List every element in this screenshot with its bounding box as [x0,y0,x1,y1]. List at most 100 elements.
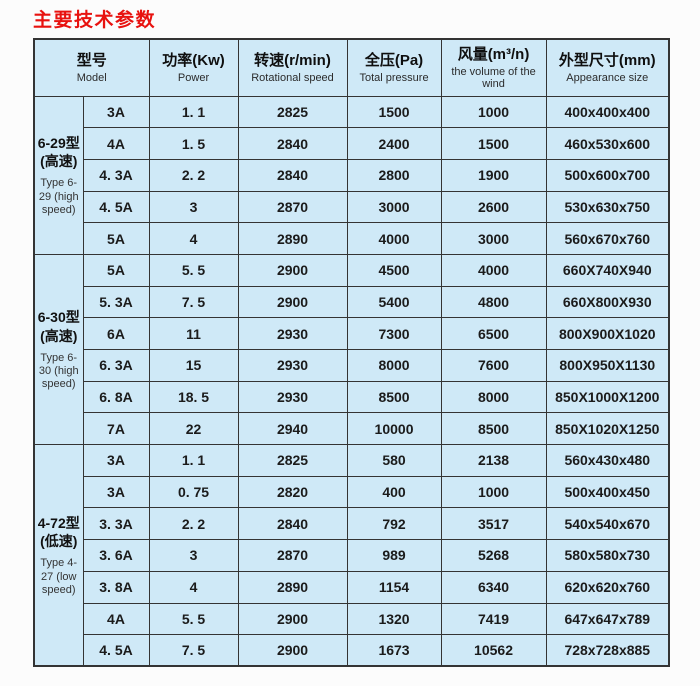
cell-model: 3A [82,475,150,509]
table-body: 6-29型 (高速) Type 6-29 (high speed) 3A 1. 1 28… [33,95,670,667]
table-row: 6. 8A 18. 5 2930 8500 8000 850X1000X1200 [34,380,670,414]
group-label-en: Type 4-27 (low speed) [40,557,78,596]
cell-pressure: 4000 [346,222,442,255]
cell-power: 2. 2 [148,158,239,192]
cell-model: 5A [82,253,150,287]
cell-size: 560x430x480 [545,444,670,477]
cell-model: 3A [82,444,150,477]
header-size-zh: 外型尺寸(mm) [558,51,656,69]
cell-size: 580x580x730 [545,539,670,572]
cell-power: 1. 5 [148,127,239,160]
header-speed: 转速(r/min) Rotational speed [237,38,348,97]
header-volume-en: the volume of the wind [451,65,536,90]
cell-pressure: 580 [346,444,442,477]
cell-power: 2. 2 [148,507,239,541]
cell-power: 22 [148,412,239,446]
cell-volume: 7419 [440,602,547,636]
header-pressure-en: Total pressure [359,71,429,84]
cell-model: 7A [82,412,150,446]
cell-pressure: 2400 [346,127,442,160]
cell-model: 3A [82,95,150,129]
header-volume-zh: 风量(m³/n) [457,45,530,63]
cell-pressure: 1154 [346,570,442,604]
cell-speed: 2825 [237,95,348,129]
cell-power: 5. 5 [148,602,239,636]
cell-size: 540x540x670 [545,507,670,541]
header-size-en: Appearance size [566,71,649,84]
cell-speed: 2840 [237,158,348,192]
cell-model: 3. 8A [82,570,150,604]
table-row: 3A 0. 75 2820 400 1000 500x400x450 [34,475,670,509]
group-label-zh: 4-72型 (低速) [37,514,80,550]
cell-power: 1. 1 [148,95,239,129]
cell-speed: 2900 [237,634,348,667]
table-row: 6-30型 (高速) Type 6-30 (high speed) 5A 5. 5 29… [33,253,670,446]
cell-model: 4. 5A [82,190,150,224]
cell-model: 5. 3A [82,285,150,319]
header-pressure: 全压(Pa) Total pressure [346,38,442,97]
cell-pressure: 1320 [346,602,442,636]
header-power: 功率(Kw) Power [148,38,239,97]
cell-volume: 4800 [440,285,547,319]
header-row: 型号 Model 功率(Kw) Power 转速(r/min) Rotation… [33,38,670,97]
cell-volume: 6340 [440,570,547,604]
cell-volume: 3000 [440,222,547,255]
cell-volume: 1000 [440,95,547,129]
cell-pressure: 8000 [346,349,442,382]
cell-speed: 2825 [237,444,348,477]
cell-volume: 6500 [440,317,547,350]
table-row: 6. 3A 15 2930 8000 7600 800X950X1130 [34,349,670,382]
cell-speed: 2890 [237,222,348,255]
cell-pressure: 8500 [346,380,442,414]
table-row: 7A 22 2940 10000 8500 850X1020X1250 [34,412,670,446]
cell-power: 3 [148,539,239,572]
spec-table: 型号 Model 功率(Kw) Power 转速(r/min) Rotation… [33,38,671,668]
cell-model: 3. 6A [82,539,150,572]
cell-power: 7. 5 [148,285,239,319]
table-row: 3. 3A 2. 2 2840 792 3517 540x540x670 [34,507,670,541]
cell-power: 7. 5 [148,634,239,667]
cell-size: 660X800X930 [545,285,670,319]
cell-power: 0. 75 [148,475,239,509]
cell-volume: 1000 [440,475,547,509]
cell-power: 5. 5 [148,253,239,287]
cell-volume: 8000 [440,380,547,414]
table-row: 5A 4 2890 4000 3000 560x670x760 [34,222,670,255]
cell-speed: 2940 [237,412,348,446]
cell-speed: 2840 [237,507,348,541]
cell-volume: 7600 [440,349,547,382]
cell-size: 850X1020X1250 [545,412,670,446]
header-model: 型号 Model [33,38,150,97]
group-label-en: Type 6-29 (high speed) [38,177,79,216]
group-label-zh: 6-29型 (高速) [37,134,80,170]
cell-model: 6. 3A [82,349,150,382]
cell-speed: 2890 [237,570,348,604]
header-pressure-zh: 全压(Pa) [364,51,424,69]
cell-model: 6. 8A [82,380,150,414]
cell-size: 660X740X940 [545,253,670,287]
cell-size: 560x670x760 [545,222,670,255]
cell-volume: 2600 [440,190,547,224]
cell-size: 647x647x789 [545,602,670,636]
header-size: 外型尺寸(mm) Appearance size [545,38,670,97]
cell-speed: 2900 [237,602,348,636]
table-row: 4. 3A 2. 2 2840 2800 1900 500x600x700 [34,158,670,192]
cell-speed: 2820 [237,475,348,509]
cell-model: 4A [82,602,150,636]
cell-power: 1. 1 [148,444,239,477]
cell-size: 500x600x700 [545,158,670,192]
cell-pressure: 989 [346,539,442,572]
group-label: 4-72型 (低速) Type 4-27 (low speed) [33,444,84,667]
cell-volume: 1500 [440,127,547,160]
cell-speed: 2870 [237,539,348,572]
cell-pressure: 7300 [346,317,442,350]
cell-size: 500x400x450 [545,475,670,509]
cell-size: 400x400x400 [545,95,670,129]
table-row: 6A 11 2930 7300 6500 800X900X1020 [34,317,670,350]
header-model-zh: 型号 [76,51,107,69]
cell-power: 18. 5 [148,380,239,414]
cell-model: 3. 3A [82,507,150,541]
header-volume: 风量(m³/n) the volume of the wind [440,38,547,97]
cell-power: 15 [148,349,239,382]
